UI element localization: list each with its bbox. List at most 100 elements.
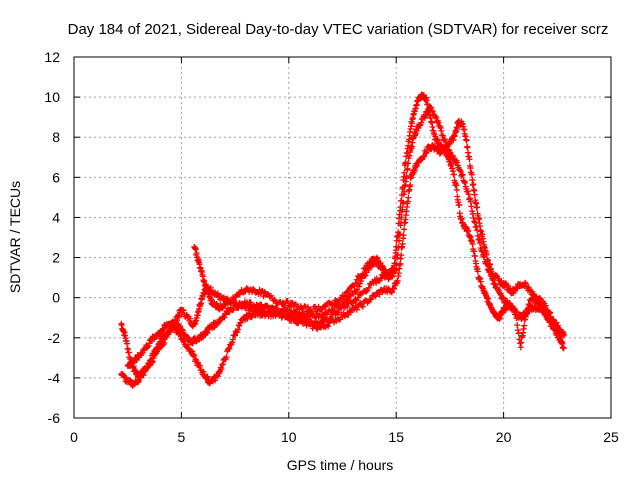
- data-point: [474, 268, 481, 275]
- data-point: [347, 309, 354, 316]
- x-tick-label: 20: [496, 429, 512, 445]
- data-point: [474, 232, 481, 239]
- y-axis-title: SDTVAR / TECUs: [7, 181, 23, 293]
- data-point: [514, 322, 521, 329]
- data-point: [291, 315, 298, 322]
- data-point: [485, 257, 492, 264]
- data-point: [457, 168, 464, 175]
- data-point: [229, 336, 236, 343]
- data-point: [476, 240, 483, 247]
- data-point: [423, 147, 430, 154]
- data-point: [212, 377, 219, 384]
- data-point: [428, 104, 435, 111]
- data-series: [191, 243, 393, 315]
- data-point: [399, 240, 406, 247]
- data-point: [526, 302, 533, 309]
- data-point: [223, 354, 230, 361]
- data-point: [437, 124, 444, 131]
- data-point: [180, 307, 187, 314]
- data-point: [470, 181, 477, 188]
- data-point: [359, 270, 366, 277]
- data-point: [454, 159, 461, 166]
- data-point: [334, 299, 341, 306]
- data-point: [352, 280, 359, 287]
- data-point: [395, 244, 402, 251]
- data-point: [398, 214, 405, 221]
- y-tick-label: 8: [52, 129, 60, 145]
- data-point: [226, 345, 233, 352]
- data-point: [229, 339, 236, 346]
- data-point: [219, 361, 226, 368]
- data-point: [473, 223, 480, 230]
- data-point: [144, 343, 151, 350]
- data-point: [197, 362, 204, 369]
- data-point: [439, 132, 446, 139]
- data-point: [176, 323, 183, 330]
- data-point: [123, 340, 130, 347]
- data-point: [399, 206, 406, 213]
- data-point: [471, 191, 478, 198]
- data-point: [497, 290, 504, 297]
- x-tick-label: 25: [603, 429, 619, 445]
- data-point: [230, 297, 237, 304]
- data-point: [485, 295, 492, 302]
- y-tick-label: 2: [52, 250, 60, 266]
- data-point: [468, 171, 475, 178]
- data-point: [372, 293, 379, 300]
- data-point: [486, 268, 493, 275]
- data-point: [164, 331, 171, 338]
- data-point: [454, 125, 461, 132]
- data-point: [499, 294, 506, 301]
- data-point: [291, 300, 298, 307]
- data-point: [525, 301, 532, 308]
- data-point: [393, 261, 400, 268]
- data-point: [441, 136, 448, 143]
- data-point: [450, 137, 457, 144]
- data-point: [438, 127, 445, 134]
- data-point: [323, 311, 330, 318]
- data-point: [555, 326, 562, 333]
- data-point: [456, 201, 463, 208]
- data-point: [489, 277, 496, 284]
- data-point: [471, 218, 478, 225]
- data-point: [204, 373, 211, 380]
- data-point: [232, 301, 239, 308]
- data-point: [522, 316, 529, 323]
- data-point: [401, 169, 408, 176]
- data-point: [492, 281, 499, 288]
- data-point: [479, 248, 486, 255]
- x-tick-label: 5: [178, 429, 186, 445]
- data-point: [465, 191, 472, 198]
- x-axis-title: GPS time / hours: [287, 457, 394, 473]
- data-point: [461, 179, 468, 186]
- data-point: [469, 208, 476, 215]
- data-points: [118, 91, 567, 389]
- data-point: [344, 296, 351, 303]
- data-point: [403, 173, 410, 180]
- data-point: [560, 344, 567, 351]
- data-point: [176, 313, 183, 320]
- data-point: [486, 261, 493, 268]
- data-point: [491, 280, 498, 287]
- data-point: [407, 182, 414, 189]
- data-point: [341, 292, 348, 299]
- data-point: [234, 326, 241, 333]
- y-tick-label: 4: [52, 209, 60, 225]
- data-point: [521, 322, 528, 329]
- data-point: [453, 186, 460, 193]
- data-point: [214, 373, 221, 380]
- data-point: [475, 236, 482, 243]
- data-series: [124, 104, 567, 370]
- data-point: [370, 255, 377, 262]
- axis-ticks: 0 5 10 15 20 25 -6 -4 -2 0 2 4 6 8 10 12: [44, 49, 619, 445]
- data-point: [154, 344, 161, 351]
- data-point: [353, 276, 360, 283]
- data-point: [344, 288, 351, 295]
- data-point: [148, 357, 155, 364]
- data-point: [200, 368, 207, 375]
- data-point: [397, 260, 404, 267]
- data-point: [534, 296, 541, 303]
- data-point: [329, 301, 336, 308]
- data-point: [446, 149, 453, 156]
- data-point: [312, 314, 319, 321]
